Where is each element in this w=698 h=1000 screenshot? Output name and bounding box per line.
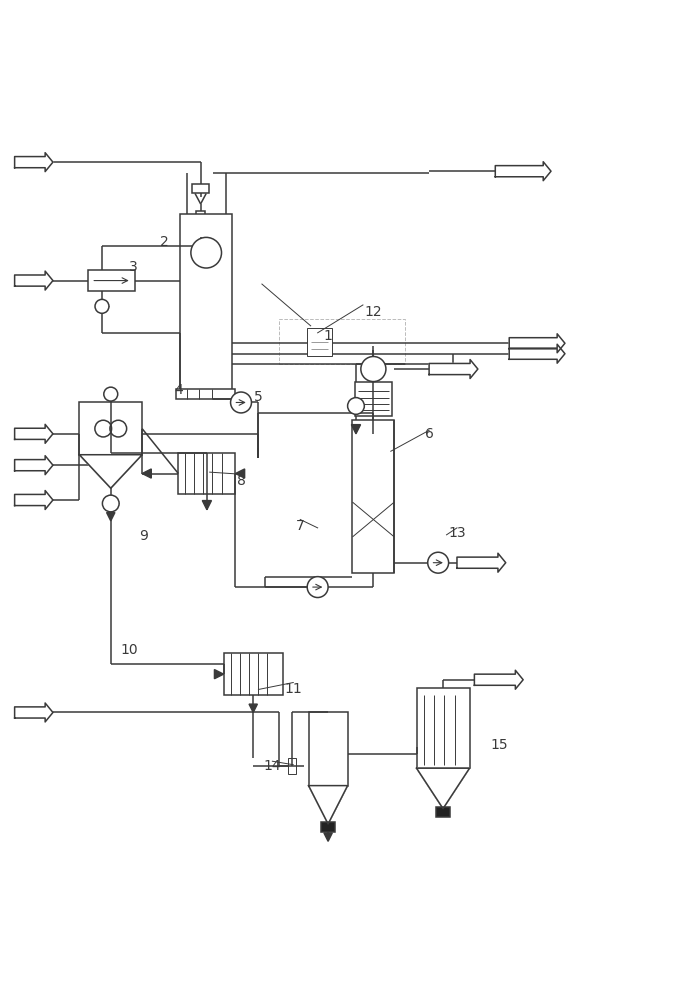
Bar bbox=[279, 319, 405, 364]
Text: 4: 4 bbox=[174, 383, 183, 397]
Text: 11: 11 bbox=[284, 682, 302, 696]
Bar bbox=[88, 270, 135, 291]
Polygon shape bbox=[142, 469, 151, 478]
Polygon shape bbox=[107, 513, 115, 521]
Polygon shape bbox=[324, 833, 332, 841]
Polygon shape bbox=[214, 670, 223, 679]
Text: 15: 15 bbox=[490, 738, 507, 752]
Polygon shape bbox=[510, 334, 565, 353]
Bar bbox=[436, 807, 450, 817]
Circle shape bbox=[230, 392, 251, 413]
Bar bbox=[307, 328, 332, 356]
Polygon shape bbox=[15, 456, 53, 475]
Bar bbox=[179, 214, 232, 392]
Text: 12: 12 bbox=[364, 305, 383, 319]
Polygon shape bbox=[351, 425, 361, 434]
Polygon shape bbox=[202, 501, 211, 510]
Text: 5: 5 bbox=[254, 390, 263, 404]
Bar bbox=[355, 382, 392, 416]
Bar bbox=[288, 758, 296, 774]
Circle shape bbox=[348, 398, 364, 414]
Text: 14: 14 bbox=[264, 759, 281, 773]
Bar bbox=[417, 688, 470, 768]
Polygon shape bbox=[15, 491, 53, 509]
Polygon shape bbox=[429, 360, 478, 379]
Bar bbox=[178, 453, 235, 494]
Bar bbox=[80, 402, 142, 455]
Circle shape bbox=[95, 299, 109, 313]
Polygon shape bbox=[475, 670, 524, 689]
Polygon shape bbox=[496, 162, 551, 181]
Text: 2: 2 bbox=[160, 235, 169, 249]
Text: 9: 9 bbox=[139, 529, 148, 543]
Polygon shape bbox=[15, 703, 53, 722]
Polygon shape bbox=[309, 786, 348, 824]
Text: 6: 6 bbox=[424, 427, 433, 441]
Polygon shape bbox=[15, 271, 53, 290]
Text: 10: 10 bbox=[121, 643, 138, 657]
Bar bbox=[309, 712, 348, 786]
Text: 13: 13 bbox=[448, 526, 466, 540]
Polygon shape bbox=[235, 469, 244, 478]
Circle shape bbox=[307, 577, 328, 598]
Circle shape bbox=[103, 495, 119, 512]
Bar bbox=[195, 211, 205, 220]
Bar bbox=[352, 420, 394, 573]
Polygon shape bbox=[417, 768, 470, 809]
Text: 8: 8 bbox=[237, 474, 246, 488]
Polygon shape bbox=[15, 424, 53, 443]
Polygon shape bbox=[249, 704, 258, 712]
Text: 1: 1 bbox=[324, 329, 332, 343]
Circle shape bbox=[428, 552, 449, 573]
Text: 7: 7 bbox=[296, 519, 304, 533]
Circle shape bbox=[104, 387, 118, 401]
Polygon shape bbox=[510, 344, 565, 363]
Polygon shape bbox=[457, 553, 506, 572]
Bar bbox=[223, 653, 283, 695]
Polygon shape bbox=[80, 455, 142, 488]
Bar bbox=[192, 184, 209, 193]
Circle shape bbox=[361, 356, 386, 382]
Circle shape bbox=[191, 237, 221, 268]
Text: 3: 3 bbox=[128, 260, 138, 274]
Bar bbox=[321, 822, 335, 832]
Bar bbox=[176, 389, 235, 399]
Polygon shape bbox=[15, 153, 53, 172]
